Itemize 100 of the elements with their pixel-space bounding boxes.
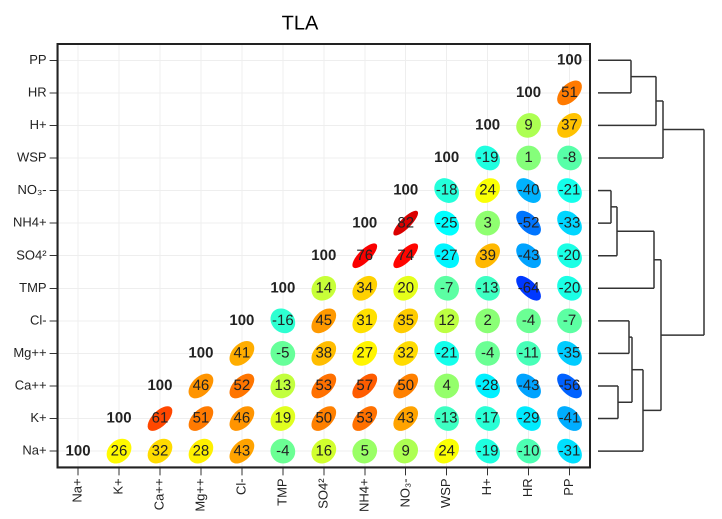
data-label: 51 <box>192 410 210 427</box>
x-tick-label: SO4² <box>315 478 330 509</box>
y-tick-label: Cl- <box>30 312 47 328</box>
data-label: -43 <box>518 246 540 264</box>
y-tick-label: Mg++ <box>13 344 47 360</box>
data-label: -21 <box>436 344 458 362</box>
y-tick-label: H+ <box>30 117 47 132</box>
x-tick-label: WSP <box>438 478 454 508</box>
data-label: 1 <box>524 149 533 166</box>
x-tick-label: Ca++ <box>152 478 167 510</box>
data-label: 100 <box>270 279 296 296</box>
data-label: -4 <box>522 312 536 329</box>
data-label: 100 <box>557 51 582 68</box>
data-label: 9 <box>402 442 410 460</box>
y-tick-label: NH4+ <box>12 214 47 230</box>
data-label: -7 <box>440 279 454 296</box>
data-label: 100 <box>434 149 460 166</box>
data-label: -29 <box>518 410 540 427</box>
data-label: 37 <box>561 116 578 134</box>
data-label: 16 <box>315 442 332 460</box>
data-label: 100 <box>311 246 336 264</box>
chart-title: TLA <box>282 12 319 35</box>
data-label: 100 <box>66 442 91 460</box>
data-label: 41 <box>234 344 250 362</box>
data-label: -27 <box>436 246 458 264</box>
data-label: 100 <box>229 312 254 329</box>
data-label: 61 <box>152 410 168 427</box>
y-tick-label: K+ <box>30 410 47 426</box>
data-label: 35 <box>397 312 414 329</box>
data-label: 5 <box>360 442 369 460</box>
data-label: -40 <box>518 182 540 199</box>
data-label: -8 <box>562 149 576 166</box>
data-label: 100 <box>352 214 378 232</box>
data-label: 53 <box>315 377 332 394</box>
data-label: -17 <box>476 410 498 427</box>
x-tick-label: Cl- <box>233 478 248 496</box>
data-label: 50 <box>397 377 414 394</box>
data-label: 26 <box>110 442 128 460</box>
x-tick-label: NO₃- <box>397 478 412 508</box>
data-label: 4 <box>442 377 451 394</box>
data-label: 3 <box>483 214 492 232</box>
data-label: -10 <box>518 442 540 460</box>
data-label: -19 <box>476 442 498 460</box>
data-label: 32 <box>397 344 414 362</box>
data-label: -11 <box>518 344 539 362</box>
data-label: -52 <box>518 214 540 232</box>
data-label: 50 <box>315 410 332 427</box>
x-tick-label: Na+ <box>70 478 85 503</box>
data-label: -25 <box>436 214 458 232</box>
data-label: -4 <box>276 442 290 460</box>
data-label: 38 <box>315 344 332 362</box>
y-tick-label: HR <box>28 84 47 100</box>
data-label: 28 <box>192 442 210 460</box>
data-label: -33 <box>558 214 580 232</box>
data-label: 53 <box>356 410 374 427</box>
y-tick-label: Ca++ <box>14 378 47 393</box>
y-tick-label: PP <box>29 52 47 67</box>
data-label: -35 <box>558 344 580 362</box>
data-label: -31 <box>558 442 580 460</box>
data-label: 31 <box>356 312 374 329</box>
x-tick-label: NH4+ <box>356 478 372 512</box>
data-label: -5 <box>276 344 290 362</box>
data-label: 43 <box>234 442 250 460</box>
data-label: -43 <box>518 377 540 394</box>
data-label: 32 <box>152 442 168 460</box>
data-label: 52 <box>234 377 250 394</box>
data-label: 46 <box>234 410 250 427</box>
data-label: 76 <box>356 246 374 264</box>
data-label: 100 <box>393 182 418 199</box>
data-label: 39 <box>479 246 496 264</box>
data-label: -41 <box>558 410 580 427</box>
y-tick-label: WSP <box>16 150 47 165</box>
data-label: 34 <box>356 279 374 296</box>
data-label: 24 <box>479 182 496 199</box>
data-label: 27 <box>356 344 374 362</box>
x-tick-label: TMP <box>274 478 290 506</box>
data-label: -18 <box>436 182 458 199</box>
data-label: 2 <box>483 312 492 329</box>
data-label: -13 <box>436 410 458 427</box>
data-label: -16 <box>272 312 294 329</box>
data-label: 12 <box>438 312 456 329</box>
data-label: 45 <box>315 312 332 329</box>
data-label: 46 <box>192 377 210 394</box>
data-label: -7 <box>562 312 576 329</box>
x-tick-label: H+ <box>479 478 494 496</box>
data-label: 19 <box>274 410 292 427</box>
data-label: 100 <box>147 377 172 394</box>
data-label: -13 <box>476 279 498 296</box>
data-label: 20 <box>397 279 414 296</box>
data-label: 100 <box>106 410 132 427</box>
data-label: 43 <box>397 410 414 427</box>
data-label: -28 <box>476 377 498 394</box>
data-label: 24 <box>438 442 456 460</box>
y-tick-label: Na+ <box>22 442 47 458</box>
data-label: 100 <box>475 116 500 134</box>
x-tick-label: K+ <box>110 478 126 495</box>
y-tick-label: NO₃- <box>17 182 47 198</box>
data-label: -20 <box>558 246 580 264</box>
data-label: 100 <box>516 84 542 101</box>
data-label: -19 <box>476 149 498 166</box>
